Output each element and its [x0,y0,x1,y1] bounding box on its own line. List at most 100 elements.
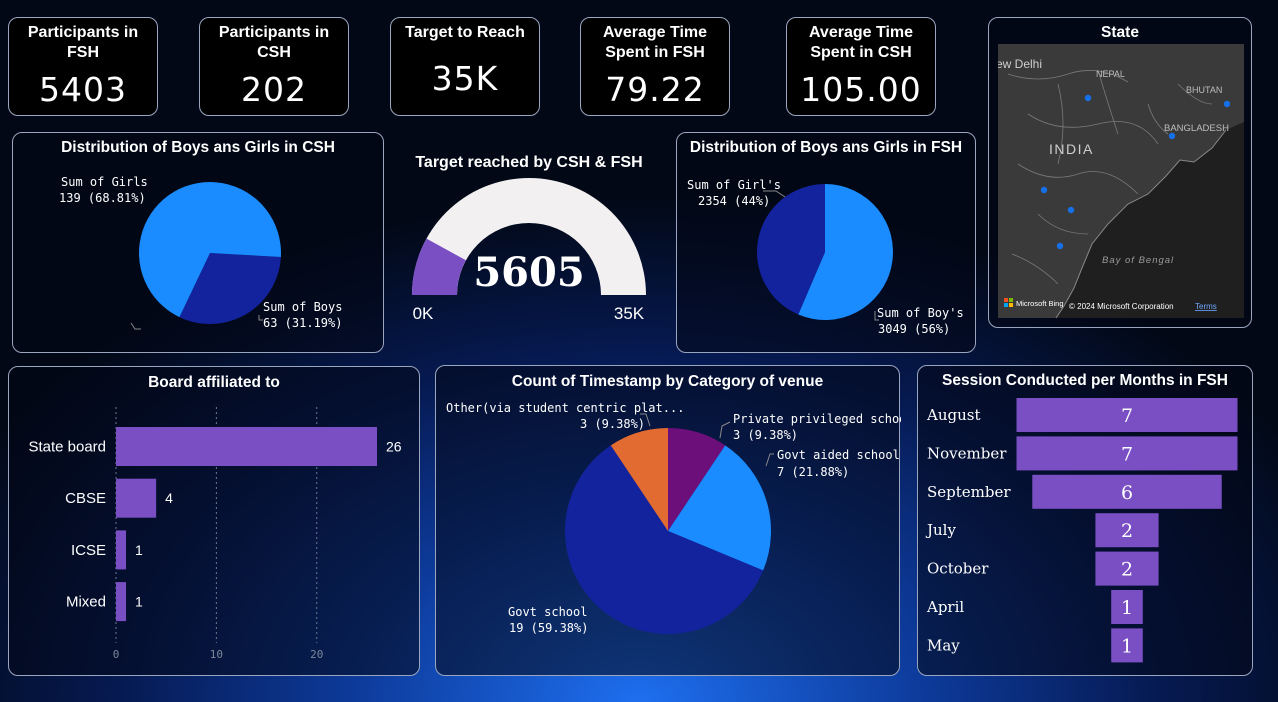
kpi-title: Participants in FSH [27,24,139,61]
kpi-value: 202 [241,70,307,109]
gauge-max-label: 35K [614,304,645,323]
sessions-funnel-card[interactable]: Session Conducted per Months in FSH Augu… [917,365,1253,676]
pie-slice-girls[interactable] [139,182,281,318]
leader-line [765,453,774,467]
funnel-row[interactable]: November 7 [927,436,1238,471]
funnel-bar[interactable] [1095,551,1159,586]
chart-title: Distribution of Boys ans Girls in CSH [61,139,335,156]
category-label: ICSE [71,542,106,559]
state-map[interactable]: ew Delhi NEPAL BHUTAN BANGLADESH INDIA B… [998,44,1244,318]
pie-slice-govt-school[interactable] [565,445,764,634]
map-card[interactable]: State ew Delhi NEPAL BHUTAN BANGLADESH I… [988,17,1252,328]
pie-slice-boys[interactable] [179,253,281,324]
map-label-delhi: ew Delhi [998,57,1042,71]
microsoft-logo-icon [1004,298,1013,307]
pie-slice-govt-aided-school[interactable] [668,445,771,571]
funnel-row[interactable]: July 2 [925,513,1159,548]
leader-line [258,315,263,321]
kpi-card-participants-fsh[interactable]: Participants in FSH 5403 [8,17,158,116]
pie-slice-girls[interactable] [757,184,825,315]
bar[interactable] [116,582,127,622]
kpi-title: Average Time Spent in FSH [602,24,708,61]
board-bar-chart[interactable]: 0 10 20 State board 26 CBSE 4 ICSE 1 Mixed 1 [9,367,421,677]
leader-line [640,413,651,427]
map-label-bhutan: BHUTAN [1186,85,1222,95]
sessions-funnel-chart[interactable]: August 7 November 7 September 6 July 2 October 2 A… [918,366,1254,677]
slice-label-name: Private privileged school [733,412,901,426]
data-label: 7 [1121,443,1133,465]
slice-label-name: Sum of Boy's [877,306,964,320]
fsh-gender-pie[interactable]: Sum of Girl's 2354 (44%) Sum of Boy's 30… [677,133,977,354]
kpi-title: Target to Reach [405,24,525,41]
gauge-track [412,178,646,295]
category-label: CBSE [65,490,106,507]
data-label: 4 [165,490,173,506]
map-point [1067,206,1075,214]
board-affiliation-card[interactable]: Board affiliated to 0 10 20 State board 26 CB… [8,366,420,676]
slice-label-name: Govt aided school [777,448,900,462]
funnel-bar[interactable] [1111,628,1143,663]
category-label: Mixed [66,594,106,611]
csh-gender-pie[interactable]: Sum of Girls 139 (68.81%) Sum of Boys 63… [13,133,385,354]
india-landmass [998,44,1244,318]
venue-pie[interactable]: Other(via student centric plat... 3 (9.3… [436,366,901,677]
funnel-bar[interactable] [1016,398,1238,432]
map-label-nepal: NEPAL [1096,69,1125,79]
kpi-card-avg-time-fsh[interactable]: Average Time Spent in FSH 79.22 [580,17,730,116]
map-points[interactable] [1040,94,1231,250]
bar[interactable] [116,427,377,466]
slice-label-value: 7 (21.88%) [777,465,849,479]
category-label: State board [28,439,106,456]
slice-label-value: 3 (9.38%) [733,428,798,442]
funnel-bar[interactable] [1032,474,1222,509]
bar[interactable] [116,478,157,518]
category-label: April [926,598,964,616]
x-tick-label: 10 [210,648,223,661]
leader-line [130,322,141,330]
venue-card[interactable]: Count of Timestamp by Category of venue … [435,365,901,677]
kpi-card-avg-time-csh[interactable]: Average Time Spent in CSH 105.00 [786,17,936,116]
gauge-panel[interactable]: Target reached by CSH & FSH 5605 0K 35K [402,146,656,336]
kpi-card-participants-csh[interactable]: Participants in CSH 202 [199,17,349,116]
category-label: September [927,483,1011,501]
leader-line [874,311,879,321]
x-tick-label: 0 [113,648,120,661]
data-label: 26 [386,439,402,455]
region-borders [1007,69,1213,285]
map-point [1056,242,1064,250]
target-gauge[interactable]: 5605 0K 35K [402,146,656,336]
chart-title: Session Conducted per Months in FSH [942,372,1228,389]
pie-slice-other[interactable] [610,428,668,531]
pie-slice-boys[interactable] [798,184,893,320]
kpi-card-target[interactable]: Target to Reach 35K [390,17,540,116]
kpi-title: Average Time Spent in CSH [808,24,914,61]
funnel-row[interactable]: April 1 [926,590,1143,624]
slice-label-value: 139 (68.81%) [59,191,146,205]
gauge-fill [412,238,466,295]
x-tick-label: 20 [310,648,323,661]
funnel-bar[interactable] [1111,590,1143,624]
funnel-row[interactable]: September 6 [927,474,1222,509]
bar[interactable] [116,530,127,570]
data-label: 2 [1121,559,1133,581]
funnel-row[interactable]: May 1 [927,628,1143,663]
slice-label-name: Govt school [508,605,587,619]
funnel-bar[interactable] [1095,513,1159,548]
slice-label-name: Other(via student centric plat... [446,401,684,415]
map-terms-link[interactable]: Terms [1195,302,1217,311]
gauge-min-label: 0K [413,304,434,323]
category-label: November [927,444,1007,462]
category-label: October [927,560,989,578]
pie-slice-private-school[interactable] [668,428,726,531]
funnel-bar[interactable] [1016,436,1238,471]
gauge-value: 5605 [473,249,584,296]
map-attribution-copyright: © 2024 Microsoft Corporation [1069,302,1174,311]
kpi-value: 5403 [39,70,127,109]
csh-gender-card[interactable]: Distribution of Boys ans Girls in CSH Su… [12,132,384,353]
fsh-gender-card[interactable]: Distribution of Boys ans Girls in FSH Su… [676,132,976,353]
kpi-title: Participants in CSH [218,24,330,61]
category-label: August [926,406,980,424]
funnel-row[interactable]: August 7 [926,398,1238,432]
map-label-bay-of-bengal: Bay of Bengal [1102,255,1174,266]
funnel-row[interactable]: October 2 [927,551,1159,586]
